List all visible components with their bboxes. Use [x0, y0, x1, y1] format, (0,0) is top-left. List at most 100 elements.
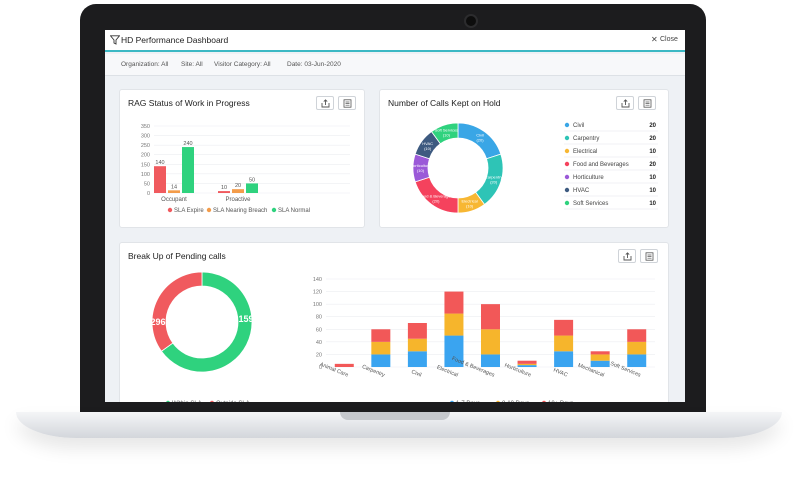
- bar-segment: [517, 360, 537, 364]
- bar: [218, 191, 230, 193]
- legend-label: Civil: [573, 123, 584, 129]
- legend-label: Electrical: [573, 149, 597, 155]
- export-icon: [623, 252, 632, 261]
- filter-date[interactable]: Date: 03-Jun-2020: [287, 61, 341, 68]
- bar-segment: [444, 335, 464, 367]
- legend-value: 10: [649, 175, 656, 181]
- export-button[interactable]: [316, 96, 334, 110]
- legend-value: 10: [649, 188, 656, 194]
- legend-label: SLA Expire: [174, 208, 204, 214]
- slice-value: (20): [476, 138, 484, 143]
- legend-label: Soft Services: [573, 201, 608, 207]
- filter-site[interactable]: Site: All: [181, 61, 203, 68]
- bar-segment: [590, 351, 610, 355]
- bar-segment: [554, 319, 574, 336]
- slice-label: Carpentry: [485, 175, 503, 180]
- calls-on-hold-panel: Number of Calls Kept on Hold Civil (20) Ca…: [379, 89, 669, 228]
- data-label: 50: [249, 177, 255, 183]
- legend-swatch: [206, 207, 212, 213]
- bar-segment: [371, 329, 391, 342]
- slice-value: (10): [424, 146, 432, 151]
- pending-panel-title: Break Up of Pending calls: [128, 251, 226, 261]
- title-bar: HD Performance Dashboard ✕ Close: [105, 30, 685, 52]
- x-tick-label: Proactive: [225, 197, 251, 203]
- bar-segment: [590, 360, 610, 367]
- legend-value: 20: [649, 123, 656, 129]
- x-tick-label: HVAC: [552, 367, 568, 378]
- slice-value: (10): [466, 204, 474, 209]
- bar-segment: [334, 363, 354, 367]
- list-icon: [645, 252, 654, 261]
- donut-slice: [430, 122, 459, 145]
- bar-segment: [554, 351, 574, 367]
- pending-donut-chart: 296 159 Within SLA Outside SLA: [150, 271, 254, 402]
- y-tick-label: 60: [316, 327, 322, 333]
- legend-label: Within SLA: [172, 401, 202, 402]
- bar-segment: [481, 354, 500, 367]
- rag-panel-title: RAG Status of Work in Progress: [128, 98, 250, 108]
- list-view-button[interactable]: [638, 96, 656, 110]
- slice-value: (20): [490, 180, 498, 185]
- y-tick-label: 80: [316, 315, 322, 321]
- legend-swatch: [564, 161, 570, 167]
- y-tick-label: 150: [141, 162, 150, 168]
- legend-swatch: [167, 207, 173, 213]
- bar: [168, 190, 180, 193]
- legend-label: Outside SLA: [216, 401, 250, 402]
- hold-donut-chart: Civil(20)Carpentry(20)Electrical(10)Food…: [410, 122, 658, 214]
- bar-segment: [590, 354, 610, 361]
- dashboard-screen: HD Performance Dashboard ✕ Close Organiz…: [105, 30, 685, 402]
- legend-swatch: [564, 200, 570, 206]
- bar-segment: [481, 329, 500, 355]
- bar: [246, 183, 258, 193]
- export-button[interactable]: [618, 249, 636, 263]
- bar-segment: [444, 291, 464, 314]
- legend-swatch: [564, 148, 570, 154]
- y-tick-label: 350: [141, 124, 150, 130]
- legend-swatch: [210, 400, 214, 402]
- export-icon: [321, 99, 330, 108]
- slice-label: Electrical: [461, 199, 477, 204]
- filter-icon[interactable]: [110, 35, 120, 45]
- slice-value: (10): [417, 168, 425, 173]
- rag-bar-chart: 0 50 100 150 200 250 300 350 140 14 240 Occupant 10 2…: [141, 124, 350, 214]
- list-view-button[interactable]: [338, 96, 356, 110]
- bar-segment: [407, 338, 427, 352]
- legend-value: 20: [649, 162, 656, 168]
- filter-organization[interactable]: Organization: All: [121, 61, 169, 68]
- page-title: HD Performance Dashboard: [121, 35, 229, 45]
- export-button[interactable]: [616, 96, 634, 110]
- legend-swatch: [496, 400, 500, 402]
- slice-label: Civil: [476, 133, 484, 138]
- legend-swatch: [542, 400, 546, 402]
- legend-swatch: [271, 207, 277, 213]
- legend-swatch: [564, 122, 570, 128]
- legend-value: 10: [649, 201, 656, 207]
- y-tick-label: 100: [313, 302, 322, 308]
- bar-segment: [627, 354, 647, 367]
- bar-segment: [517, 365, 537, 367]
- rag-status-panel: RAG Status of Work in Progress 0 50 100 150…: [119, 89, 365, 228]
- bar: [232, 189, 244, 193]
- slice-value: (20): [432, 198, 440, 203]
- slice-label: Soft Services: [435, 127, 459, 132]
- legend-label: 10+ Days: [548, 401, 574, 402]
- x-tick-label: Occupant: [161, 197, 187, 203]
- slice-label: Food & Beverages: [419, 193, 452, 198]
- hold-panel-title: Number of Calls Kept on Hold: [388, 98, 501, 108]
- donut-slice: [151, 271, 203, 352]
- legend-label: 1-7 Days: [456, 401, 480, 402]
- slice-value: (10): [443, 132, 451, 137]
- bar: [154, 166, 166, 193]
- close-icon[interactable]: ✕: [651, 35, 658, 44]
- y-tick-label: 0: [147, 191, 150, 197]
- filter-visitor-category[interactable]: Visitor Category: All: [214, 61, 271, 68]
- bar-segment: [371, 354, 391, 367]
- legend-swatch: [564, 174, 570, 180]
- close-button[interactable]: Close: [660, 36, 678, 43]
- bar-segment: [517, 363, 537, 366]
- y-tick-label: 100: [141, 172, 150, 178]
- list-view-button[interactable]: [640, 249, 658, 263]
- legend-label: Carpentry: [573, 136, 599, 142]
